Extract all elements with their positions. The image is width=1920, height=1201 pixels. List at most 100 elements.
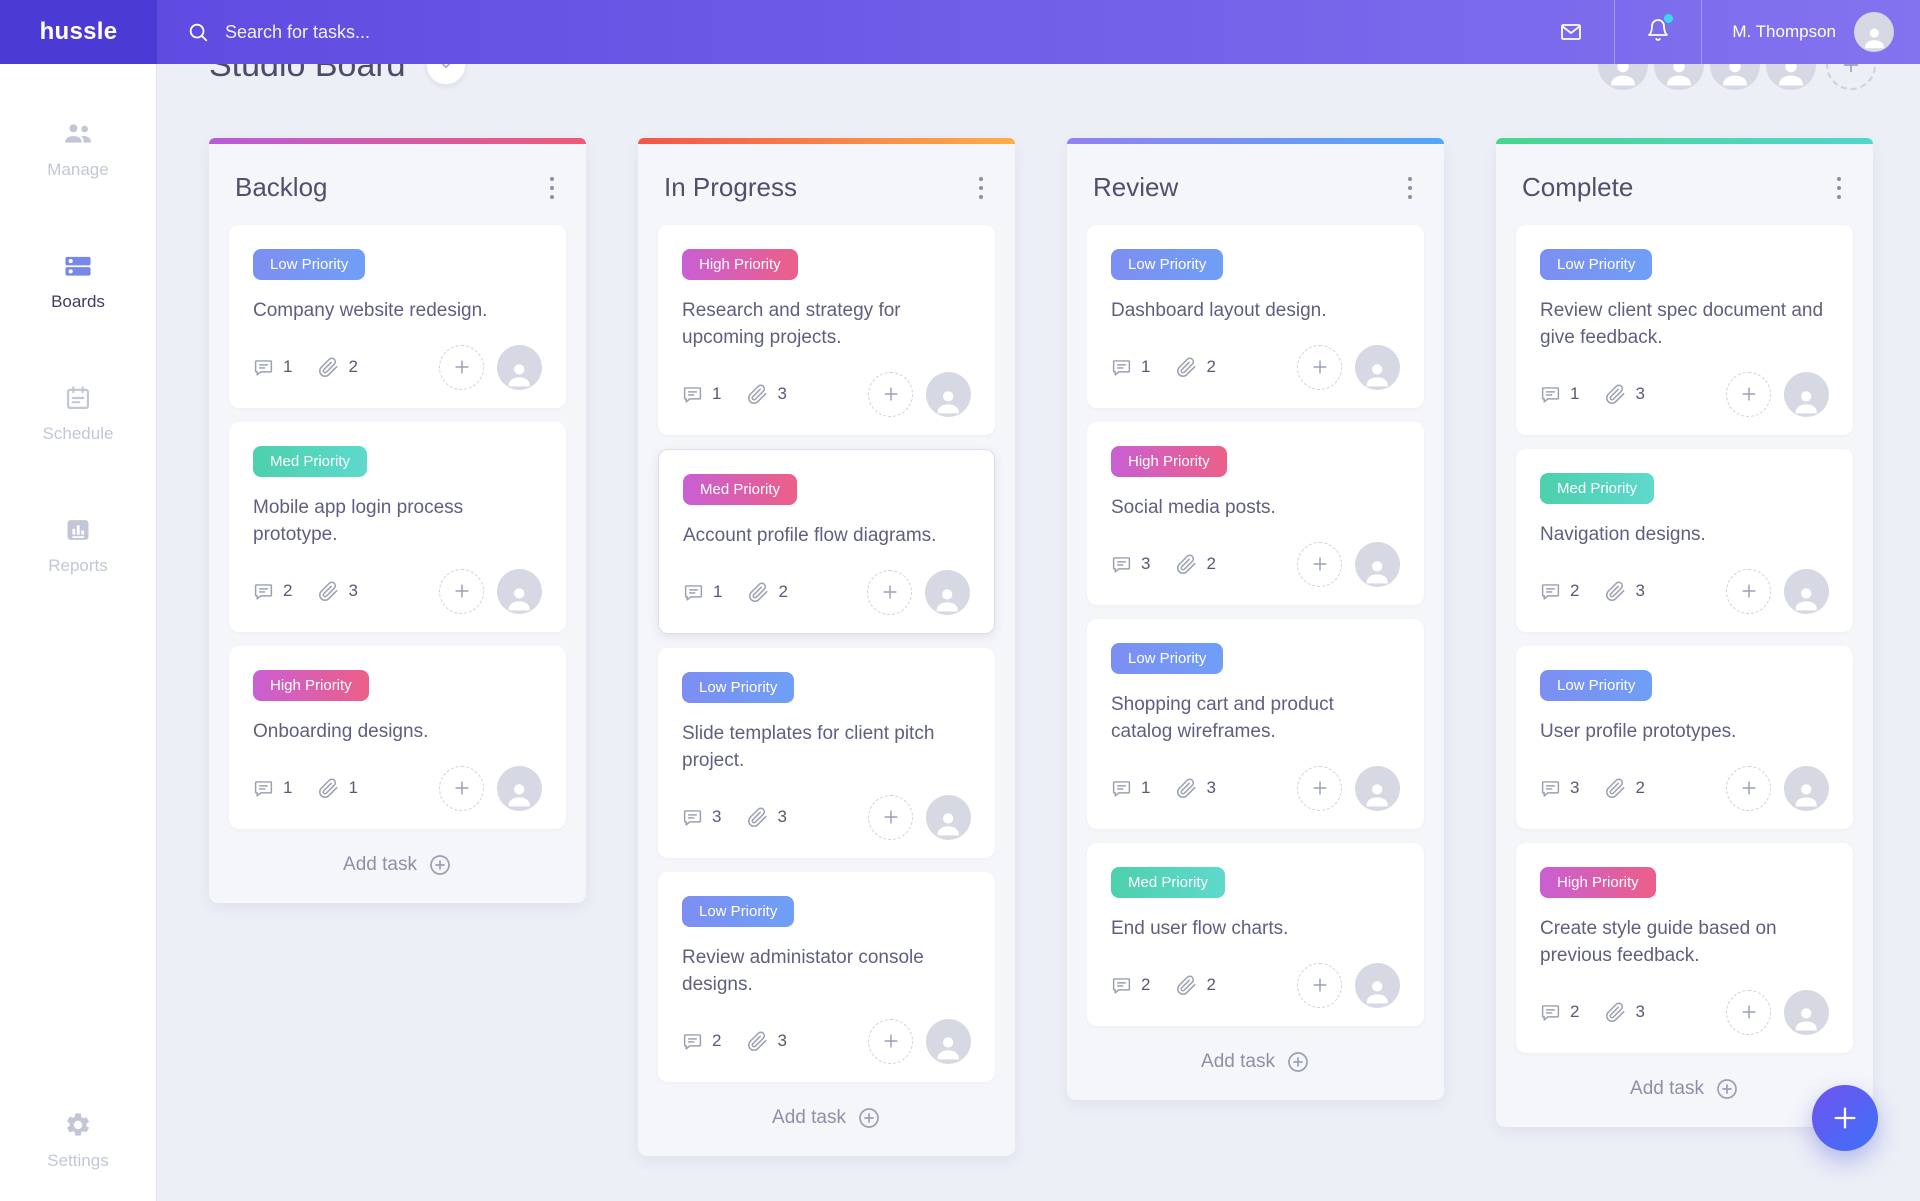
avatar[interactable] [925, 569, 970, 615]
task-card[interactable]: High Priority Research and strategy for … [658, 225, 995, 435]
comments-meta: 2 [1540, 581, 1579, 602]
assign-button[interactable] [439, 765, 484, 811]
task-card[interactable]: Low Priority Dashboard layout design. 1 … [1087, 225, 1424, 408]
avatar[interactable] [1854, 12, 1894, 52]
paperclip-icon [319, 778, 338, 798]
avatar[interactable] [1784, 568, 1829, 614]
app-logo[interactable]: hussle [0, 0, 157, 64]
assignee-avatar-slot [926, 1018, 971, 1064]
attachment-count: 3 [777, 807, 787, 827]
avatar[interactable] [926, 371, 971, 417]
card-title: Mobile app login process prototype. [253, 496, 464, 545]
assign-button[interactable] [868, 1018, 913, 1064]
avatar[interactable] [497, 765, 542, 811]
comments-meta: 2 [682, 1031, 721, 1052]
card-title: Company website redesign. [253, 300, 488, 321]
priority-badge: Med Priority [683, 473, 798, 505]
column-header: Backlog [209, 144, 586, 225]
mail-button[interactable] [1528, 0, 1614, 64]
avatar[interactable] [497, 568, 542, 614]
assign-button[interactable] [868, 794, 913, 840]
search-input[interactable] [225, 21, 1030, 43]
card-actions [439, 568, 542, 614]
assign-button[interactable] [1297, 541, 1342, 587]
avatar[interactable] [497, 344, 542, 390]
comment-count: 1 [1570, 384, 1580, 404]
attachments-meta: 3 [747, 807, 787, 828]
assign-button[interactable] [868, 371, 913, 417]
task-card[interactable]: Med Priority Mobile app login process pr… [229, 421, 566, 632]
task-card[interactable]: Low Priority Shopping cart and product c… [1087, 618, 1424, 829]
attachment-count: 3 [777, 1031, 787, 1051]
sidebar-item-reports[interactable]: Reports [48, 516, 108, 576]
column-accent [1067, 138, 1444, 144]
circle-plus-icon [1288, 1051, 1308, 1072]
avatar[interactable] [1355, 962, 1400, 1008]
card-title: Account profile flow diagrams. [683, 524, 937, 546]
sidebar-item-boards[interactable]: Boards [51, 252, 105, 312]
add-task-label: Add task [1201, 1050, 1275, 1072]
avatar[interactable] [1784, 371, 1829, 417]
comment-icon [1541, 584, 1560, 600]
card-actions [1297, 765, 1400, 811]
sidebar-item-manage[interactable]: Manage [47, 120, 109, 180]
sidebar-item-settings[interactable]: Settings [47, 1111, 109, 1171]
assign-button[interactable] [1297, 765, 1342, 811]
comment-count: 1 [283, 778, 293, 798]
assign-button[interactable] [1726, 371, 1771, 417]
task-card[interactable]: High Priority Social media posts. 3 2 [1087, 421, 1424, 605]
task-card[interactable]: High Priority Onboarding designs. 1 1 [229, 645, 566, 829]
task-card[interactable]: Med Priority Account profile flow diagra… [658, 448, 995, 634]
add-task-button[interactable]: Add task [638, 1082, 1015, 1156]
task-card[interactable]: Low Priority Slide templates for client … [658, 647, 995, 858]
assign-button[interactable] [439, 344, 484, 390]
task-card[interactable]: Low Priority Review administator console… [658, 871, 995, 1082]
avatar[interactable] [926, 794, 971, 840]
kanban-column: Backlog Low Priority Company website red… [209, 138, 586, 903]
card-actions [1297, 344, 1400, 390]
add-task-button[interactable]: Add task [1496, 1053, 1873, 1127]
assign-button[interactable] [1297, 962, 1342, 1008]
add-task-button[interactable]: Add task [209, 829, 586, 903]
avatar[interactable] [926, 1018, 971, 1064]
plus-icon [454, 360, 469, 375]
sidebar-item-schedule[interactable]: Schedule [43, 384, 113, 444]
user-menu[interactable]: M. Thompson [1702, 0, 1920, 64]
assign-button[interactable] [867, 569, 912, 615]
avatar[interactable] [1355, 765, 1400, 811]
assign-button[interactable] [1726, 765, 1771, 811]
column-menu-button[interactable] [544, 170, 560, 205]
avatar[interactable] [1784, 765, 1829, 811]
task-card[interactable]: High Priority Create style guide based o… [1516, 842, 1853, 1053]
assign-button[interactable] [1726, 568, 1771, 614]
avatar[interactable] [1784, 989, 1829, 1035]
notifications-button[interactable] [1615, 0, 1701, 64]
assign-button[interactable] [439, 568, 484, 614]
comment-icon [254, 360, 273, 376]
card-list: High Priority Research and strategy for … [638, 225, 1015, 1082]
fab-add-button[interactable] [1812, 1085, 1878, 1151]
task-card[interactable]: Med Priority Navigation designs. 2 3 [1516, 448, 1853, 632]
avatar[interactable] [1355, 541, 1400, 587]
task-card[interactable]: Low Priority User profile prototypes. 3 … [1516, 645, 1853, 829]
task-card[interactable]: Low Priority Company website redesign. 1… [229, 225, 566, 408]
mail-icon [1561, 24, 1582, 40]
attachments-meta: 2 [1176, 357, 1216, 378]
assignee-avatar-slot [1355, 765, 1400, 811]
paperclip-icon [1177, 975, 1196, 995]
kanban-column: Complete Low Priority Review client spec… [1496, 138, 1873, 1127]
column-menu-button[interactable] [1402, 170, 1418, 205]
task-card[interactable]: Med Priority End user flow charts. 2 2 [1087, 842, 1424, 1026]
assign-button[interactable] [1726, 989, 1771, 1035]
task-card[interactable]: Low Priority Review client spec document… [1516, 225, 1853, 435]
column-accent [209, 138, 586, 144]
avatar[interactable] [1355, 344, 1400, 390]
comments-meta: 3 [682, 807, 721, 828]
column-menu-button[interactable] [1831, 170, 1847, 205]
attachments-meta: 3 [1605, 384, 1645, 405]
paperclip-icon [1177, 357, 1196, 377]
column-menu-button[interactable] [973, 170, 989, 205]
add-task-button[interactable]: Add task [1067, 1026, 1444, 1100]
assign-button[interactable] [1297, 344, 1342, 390]
plus-icon [882, 585, 897, 599]
